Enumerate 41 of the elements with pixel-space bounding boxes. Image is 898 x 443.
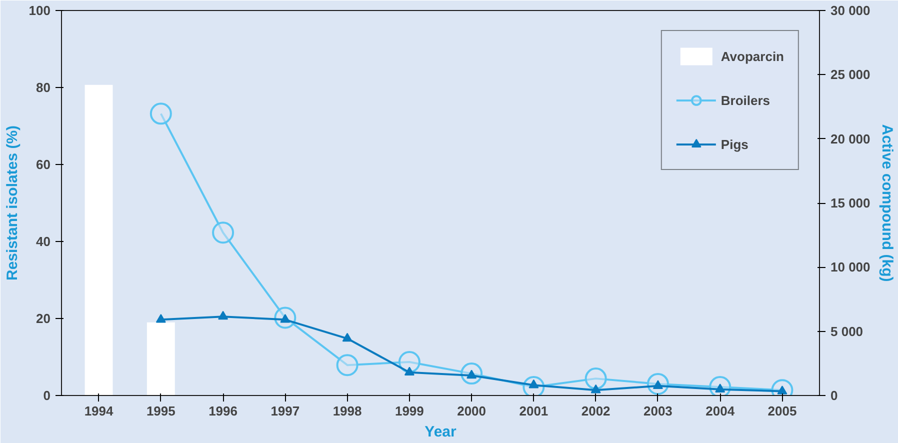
point <box>404 366 414 376</box>
x-tick-label: 2002 <box>581 404 610 418</box>
y-tick-label: 100 <box>28 3 51 18</box>
y2-tick-label: 20 000 <box>830 131 870 146</box>
legend-label: Broilers <box>720 92 770 108</box>
x-tick-label: 2001 <box>519 404 548 418</box>
y-tick-label: 80 <box>36 80 51 95</box>
legend-label: Pigs <box>720 136 748 152</box>
x-tick-label: 2003 <box>644 404 672 418</box>
y-tick-label: 0 <box>43 388 51 403</box>
y-axis-title: Resistant isolates (%) <box>4 125 21 281</box>
x-axis-title: Year <box>424 424 457 440</box>
y2-axis-title: Active compound (kg) <box>878 124 896 282</box>
point <box>590 384 601 394</box>
point <box>218 310 228 320</box>
x-tick-label: 1996 <box>208 404 238 418</box>
x-tick-label: 1998 <box>332 404 362 418</box>
y2-tick-label: 0 <box>830 388 838 403</box>
point <box>336 354 358 376</box>
x-tick-label: 1995 <box>146 404 176 418</box>
y2-tick-label: 15 000 <box>830 196 870 210</box>
y-tick-label: 20 <box>36 311 51 326</box>
x-tick-label: 1997 <box>270 404 300 418</box>
y-tick-label: 60 <box>36 157 51 172</box>
x-tick-label: 2005 <box>768 404 797 418</box>
y-tick-label: 40 <box>36 234 51 249</box>
y2-tick-label: 10 000 <box>830 260 870 275</box>
point <box>156 314 166 323</box>
point <box>584 368 607 390</box>
legend-label: Avoparcin <box>720 48 784 64</box>
point <box>212 222 234 244</box>
y2-tick-label: 25 000 <box>830 67 870 82</box>
point <box>398 351 420 373</box>
x-tick-label: 1999 <box>394 404 424 418</box>
point <box>342 332 352 342</box>
x-tick-label: 2000 <box>457 404 486 418</box>
point <box>150 102 172 125</box>
x-tick-label: 2004 <box>706 404 736 418</box>
x-tick-label: 1994 <box>84 404 114 418</box>
y2-tick-label: 5 000 <box>830 324 864 339</box>
y2-tick-label: 30 000 <box>830 3 870 18</box>
